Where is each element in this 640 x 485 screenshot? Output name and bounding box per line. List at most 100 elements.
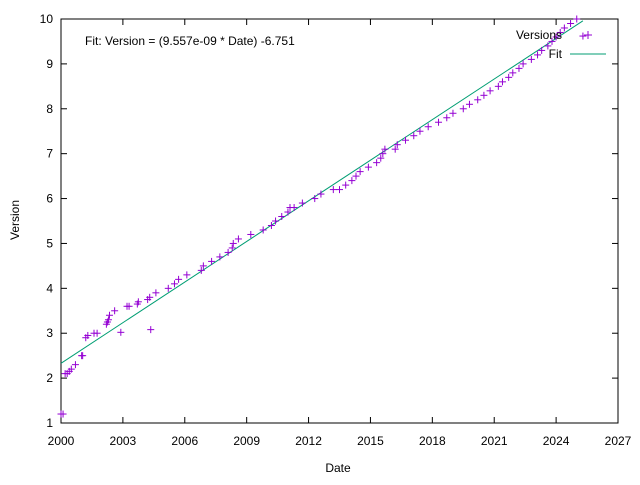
y-tick-label: 9 [46, 57, 53, 71]
data-point [364, 163, 372, 171]
y-tick-label: 1 [46, 416, 53, 430]
data-point [234, 235, 242, 243]
legend-label-versions: Versions [516, 28, 562, 42]
y-tick-label: 10 [40, 12, 54, 26]
data-point [317, 190, 325, 198]
data-point [443, 114, 451, 122]
data-point [379, 150, 387, 158]
data-point [146, 293, 154, 301]
y-tick-label: 2 [46, 371, 53, 385]
data-point [79, 352, 87, 360]
data-point [356, 168, 364, 176]
data-point [534, 51, 542, 59]
y-tick-label: 3 [46, 326, 53, 340]
data-point [284, 208, 292, 216]
data-point [579, 32, 587, 40]
fit-line-layer [60, 20, 584, 364]
x-tick-label: 2003 [110, 434, 137, 448]
data-point [424, 123, 432, 131]
data-point [373, 159, 381, 167]
data-point [170, 280, 178, 288]
data-point [393, 141, 401, 149]
x-tick-label: 2006 [171, 434, 198, 448]
data-point [527, 55, 535, 63]
y-tick-label: 7 [46, 147, 53, 161]
data-point [498, 78, 506, 86]
data-point [71, 361, 79, 369]
data-point [573, 15, 581, 23]
legend: Versions Fit [516, 28, 606, 61]
y-tick-label: 6 [46, 192, 53, 206]
data-point [538, 46, 546, 54]
data-point [259, 226, 267, 234]
data-point [519, 60, 527, 68]
y-tick-label: 5 [46, 236, 53, 250]
data-point [59, 410, 67, 418]
data-point [105, 311, 113, 319]
data-point [465, 100, 473, 108]
x-tick-label: 2018 [419, 434, 446, 448]
data-point [267, 221, 275, 229]
data-point [125, 302, 133, 310]
x-tick-label: 2009 [233, 434, 260, 448]
data-point [548, 37, 556, 45]
x-tick-label: 2021 [481, 434, 508, 448]
data-point [216, 253, 224, 261]
data-point [183, 271, 191, 279]
data-point [449, 109, 457, 117]
data-point [391, 145, 399, 153]
data-point [197, 266, 205, 274]
data-point [104, 316, 112, 324]
data-point [311, 195, 319, 203]
data-point [329, 186, 337, 194]
data-point [175, 275, 183, 283]
data-point [93, 329, 101, 337]
y-tick-label: 8 [46, 102, 53, 116]
plot-frame [60, 18, 619, 424]
data-point [152, 289, 160, 297]
x-tick-label: 2012 [295, 434, 322, 448]
data-point [298, 199, 306, 207]
data-point [117, 328, 125, 336]
legend-label-fit: Fit [549, 47, 563, 61]
legend-marker-versions [584, 31, 592, 39]
data-point [494, 82, 502, 90]
data-point [134, 298, 142, 306]
y-tick-label: 4 [46, 281, 53, 295]
data-point [228, 244, 236, 252]
data-point [474, 96, 482, 104]
data-point [336, 186, 343, 194]
data-point [342, 181, 350, 189]
data-points-layer [57, 15, 587, 418]
data-point [278, 213, 286, 221]
data-point [111, 307, 119, 315]
data-point [84, 331, 92, 339]
data-point [515, 64, 523, 72]
data-point [247, 230, 255, 238]
data-point [352, 172, 360, 180]
data-point [164, 284, 172, 292]
data-point [290, 204, 298, 212]
x-tick-label: 2015 [357, 434, 384, 448]
data-point [229, 239, 237, 247]
data-point [272, 217, 280, 225]
data-point [410, 132, 418, 140]
data-point [567, 19, 575, 27]
x-tick-label: 2027 [605, 434, 632, 448]
data-point [416, 127, 424, 135]
data-point [552, 33, 560, 41]
x-tick-label: 2000 [48, 434, 75, 448]
data-point [147, 326, 155, 334]
data-point [377, 154, 385, 162]
axes: 2000 2003 2006 2009 2012 2015 2018 2021 2024 2027… [40, 12, 632, 448]
data-point [381, 145, 389, 153]
fit-line [60, 20, 584, 364]
data-point [224, 248, 232, 256]
data-point [199, 262, 207, 270]
data-point [67, 365, 75, 373]
data-point [560, 24, 568, 32]
data-point [435, 118, 443, 126]
data-point [556, 28, 564, 36]
